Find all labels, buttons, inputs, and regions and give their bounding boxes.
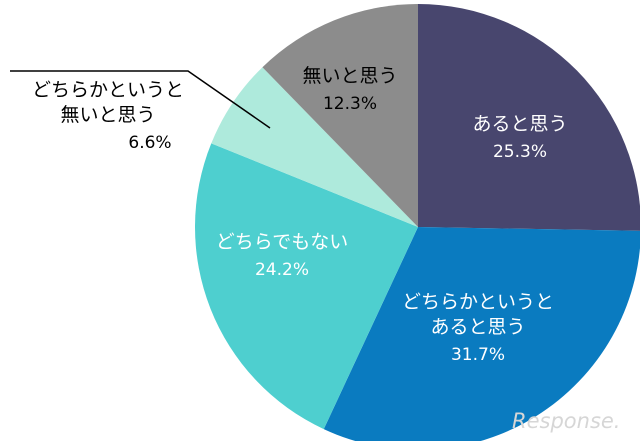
slice-value-0: 25.3%: [493, 142, 547, 162]
slice-label-4-line-0: 無いと思う: [302, 65, 397, 87]
slice-value-2: 24.2%: [255, 260, 309, 280]
pie-slice-1: [323, 227, 640, 441]
pie-slice-4: [262, 4, 418, 227]
watermark-text: Response.: [512, 409, 620, 433]
slice-value-3: 6.6%: [128, 133, 171, 153]
pie-labels: あると思う25.3%どちらかというとあると思う31.7%どちらでもない24.2%…: [10, 65, 568, 365]
slice-label-1-line-0: どちらかというと: [402, 291, 554, 313]
slice-label-2-line-0: どちらでもない: [216, 231, 348, 253]
slice-label-3-line-0: どちらかというと: [32, 79, 184, 101]
pie-slice-2: [194, 143, 418, 430]
watermark: Response.: [512, 409, 620, 433]
slice-value-1: 31.7%: [451, 345, 505, 365]
slice-label-1-line-1: あると思う: [430, 316, 525, 338]
pie-slices: [194, 4, 640, 441]
leader-line: [10, 70, 271, 129]
pie-slice-3: [211, 67, 418, 227]
slice-label-3-line-1: 無いと思う: [60, 104, 155, 126]
slice-label-0-line-0: あると思う: [472, 113, 567, 135]
slice-value-4: 12.3%: [323, 94, 377, 114]
pie-slice-0: [418, 4, 640, 231]
